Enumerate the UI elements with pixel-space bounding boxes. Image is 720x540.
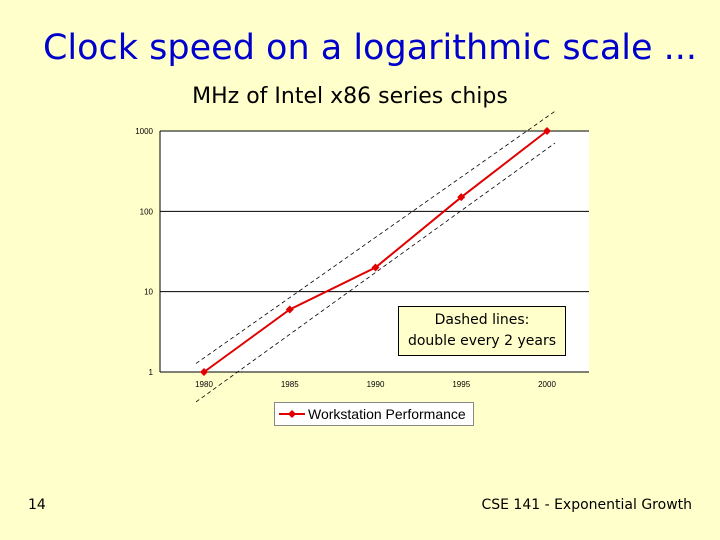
legend-swatch xyxy=(279,410,305,418)
slide-number: 14 xyxy=(28,497,46,513)
callout-box: Dashed lines: double every 2 years xyxy=(398,306,566,356)
legend: Workstation Performance xyxy=(274,402,474,426)
grid-lines xyxy=(160,130,589,293)
x-tick-label: 1985 xyxy=(281,380,299,389)
data-point xyxy=(200,368,208,376)
slide-footer: CSE 141 - Exponential Growth xyxy=(481,497,692,513)
y-tick-label: 1000 xyxy=(135,127,153,136)
y-tick-label: 10 xyxy=(144,288,153,297)
x-tick-label: 2000 xyxy=(538,380,556,389)
reference-lines xyxy=(195,110,556,403)
y-tick-label: 100 xyxy=(140,207,154,216)
data-point xyxy=(543,127,551,135)
series-workstation-performance xyxy=(200,127,551,376)
slide-title: Clock speed on a logarithmic scale ... xyxy=(42,28,698,68)
y-tick-label: 1 xyxy=(149,368,154,377)
x-tick-label: 1980 xyxy=(195,380,213,389)
data-point xyxy=(457,193,466,202)
tick-labels: 1 10 100 1000 1980 1985 1990 1995 2000 xyxy=(135,127,556,389)
x-tick-label: 1995 xyxy=(452,380,470,389)
reference-line xyxy=(195,142,556,403)
legend-label: Workstation Performance xyxy=(308,406,466,422)
data-point xyxy=(285,305,294,314)
chart-title: MHz of Intel x86 series chips xyxy=(192,84,508,109)
data-point xyxy=(371,263,380,272)
callout-line-2: double every 2 years xyxy=(407,333,557,349)
callout-line-1: Dashed lines: xyxy=(434,312,530,328)
reference-line xyxy=(195,110,556,364)
x-tick-label: 1990 xyxy=(367,380,385,389)
